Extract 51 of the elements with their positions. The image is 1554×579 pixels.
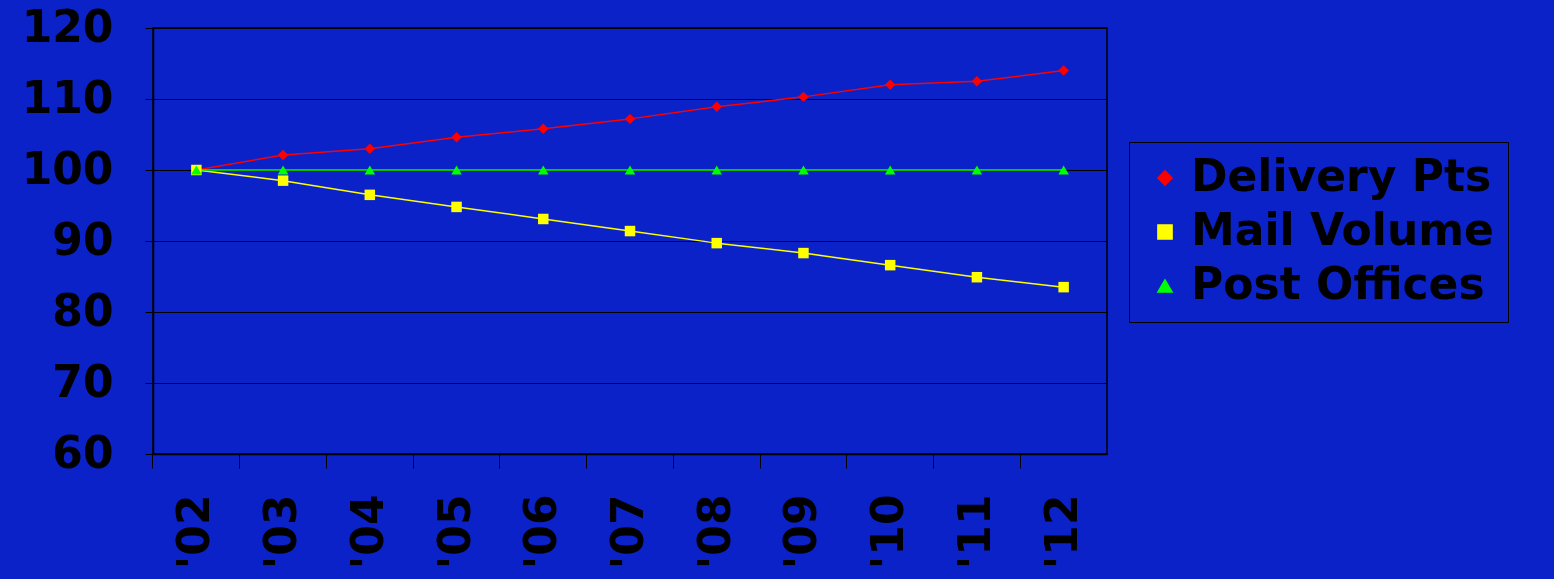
point: [971, 76, 983, 87]
y-tick-label: 60: [52, 426, 114, 478]
point: [538, 123, 549, 135]
point: [884, 165, 896, 175]
x-tick-label: '11: [948, 494, 1000, 570]
x-tick-label: '12: [1035, 494, 1087, 570]
point: [624, 225, 636, 237]
legend-label: Delivery Pts: [1191, 150, 1492, 201]
point: [1058, 165, 1069, 175]
point: [884, 259, 896, 271]
y-tick-label: 120: [21, 0, 114, 52]
x-tick-label: '07: [602, 494, 653, 570]
legend-label: Post Offices: [1191, 258, 1485, 309]
point: [624, 165, 636, 175]
x-tick-label: '08: [688, 494, 740, 570]
x-tick-label: '05: [428, 494, 480, 570]
point: [364, 143, 376, 154]
y-tick-label: 90: [52, 213, 114, 265]
point: [364, 165, 376, 175]
x-tick-label: '02: [168, 494, 220, 570]
point: [451, 165, 462, 175]
point: [538, 213, 549, 225]
x-tick-label: '04: [341, 494, 393, 570]
point: [971, 165, 983, 175]
point: [538, 165, 549, 175]
y-tick-label: 80: [52, 284, 114, 336]
x-tick-label: '10: [862, 494, 914, 570]
y-tick-label: 70: [52, 355, 114, 407]
point: [624, 113, 636, 125]
point: [971, 271, 983, 283]
point: [798, 247, 809, 259]
point: [277, 149, 289, 161]
point: [711, 237, 722, 249]
x-tick-label: '09: [775, 494, 827, 570]
point: [798, 165, 809, 175]
point: [451, 201, 462, 213]
y-tick-label: 110: [21, 71, 114, 123]
point: [364, 189, 376, 201]
y-tick-label: 100: [21, 142, 114, 194]
point: [711, 165, 722, 175]
point: [884, 79, 896, 91]
point: [277, 165, 289, 175]
x-tick-label: '03: [255, 494, 307, 570]
point: [451, 132, 462, 143]
point: [1058, 65, 1069, 76]
point: [711, 101, 722, 113]
x-tick-label: '06: [515, 494, 567, 570]
point: [277, 175, 289, 186]
point: [798, 91, 809, 103]
legend-label: Mail Volume: [1191, 204, 1494, 255]
point: [1058, 281, 1069, 293]
